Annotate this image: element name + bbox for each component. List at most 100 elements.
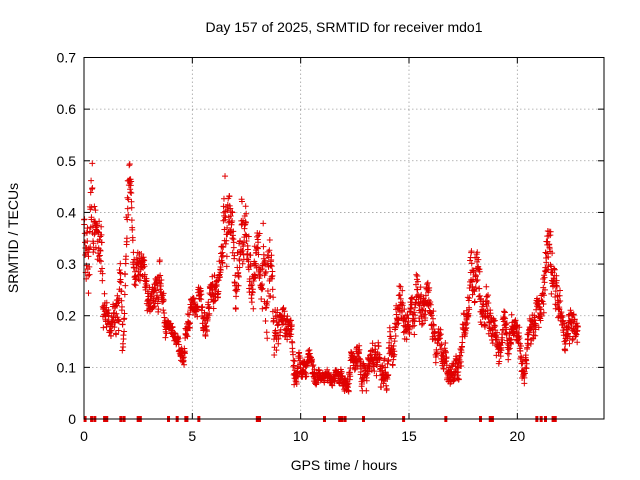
data-point <box>259 281 265 287</box>
data-point <box>255 239 261 245</box>
data-point <box>120 322 126 328</box>
data-point <box>121 310 127 316</box>
data-point <box>125 206 131 212</box>
data-point <box>122 283 128 289</box>
x-tick-label: 20 <box>510 428 526 444</box>
data-point <box>101 291 107 297</box>
data-point <box>221 213 227 219</box>
x-tick-label: 5 <box>188 428 196 444</box>
grid-lines <box>84 58 604 420</box>
data-point <box>259 306 265 312</box>
data-point <box>270 294 276 300</box>
data-point <box>224 253 230 259</box>
data-point <box>439 341 445 347</box>
data-point <box>82 216 88 222</box>
data-point <box>116 267 122 273</box>
data-point <box>476 285 482 291</box>
data-point <box>542 279 548 285</box>
data-point <box>157 257 163 263</box>
data-point <box>442 340 448 346</box>
data-point <box>124 235 130 241</box>
y-tick-label: 0.3 <box>57 256 77 272</box>
data-point <box>186 312 192 318</box>
data-point <box>123 260 129 266</box>
data-point <box>265 249 271 255</box>
x-tick-label: 15 <box>401 428 417 444</box>
data-point <box>465 294 471 300</box>
data-point <box>414 273 420 279</box>
data-point <box>263 305 269 311</box>
data-point <box>98 224 104 230</box>
data-point <box>99 266 105 272</box>
data-point <box>120 344 126 350</box>
data-point <box>129 217 135 223</box>
data-point <box>121 328 127 334</box>
data-point <box>122 291 128 297</box>
data-point <box>393 333 399 339</box>
data-point <box>117 261 123 267</box>
data-point <box>502 309 508 315</box>
data-point <box>548 291 554 297</box>
data-point <box>89 160 95 166</box>
data-point <box>261 252 267 258</box>
data-point <box>270 286 276 292</box>
data-point <box>263 269 269 275</box>
data-point <box>290 357 296 363</box>
data-point <box>128 190 134 196</box>
x-axis-label: GPS time / hours <box>291 457 398 473</box>
data-point <box>506 351 512 357</box>
data-point <box>433 360 439 366</box>
data-point <box>267 237 273 243</box>
data-points <box>81 160 581 394</box>
data-point <box>543 249 549 255</box>
data-point <box>203 333 209 339</box>
data-point <box>222 173 228 179</box>
data-point <box>91 204 97 210</box>
y-tick-label: 0.4 <box>57 204 77 220</box>
data-point <box>390 362 396 368</box>
data-point <box>162 335 168 341</box>
data-point <box>184 332 190 338</box>
data-point <box>243 203 249 209</box>
data-point <box>267 293 273 299</box>
data-point <box>99 278 105 284</box>
data-point <box>219 250 225 256</box>
data-point <box>275 322 281 328</box>
data-point <box>85 290 91 296</box>
data-point <box>376 343 382 349</box>
data-point <box>233 293 239 299</box>
data-point <box>263 318 269 324</box>
data-point <box>258 296 264 302</box>
data-point <box>121 336 127 342</box>
data-point <box>408 295 414 301</box>
data-point <box>240 261 246 267</box>
data-point <box>127 161 133 167</box>
data-point <box>88 178 94 184</box>
data-point <box>119 347 125 353</box>
data-point <box>483 284 489 290</box>
y-tick-label: 0.2 <box>57 308 77 324</box>
chart-title: Day 157 of 2025, SRMTID for receiver mdo… <box>205 19 482 35</box>
data-point <box>249 299 255 305</box>
data-point <box>384 386 390 392</box>
data-point <box>129 205 135 211</box>
data-point <box>161 314 167 320</box>
data-point <box>540 276 546 282</box>
data-point <box>264 329 270 335</box>
data-point <box>245 246 251 252</box>
x-tick-label: 0 <box>80 428 88 444</box>
data-point <box>521 380 527 386</box>
y-axis-label: SRMTID / TECUs <box>5 183 21 293</box>
data-point <box>160 307 166 313</box>
data-point <box>100 325 106 331</box>
data-point <box>509 312 515 318</box>
data-point <box>133 282 139 288</box>
data-point <box>236 274 242 280</box>
data-point <box>290 352 296 358</box>
data-point <box>265 288 271 294</box>
data-point <box>505 357 511 363</box>
data-point <box>411 331 417 337</box>
data-point <box>119 304 125 310</box>
data-point <box>90 249 96 255</box>
data-point <box>127 189 133 195</box>
